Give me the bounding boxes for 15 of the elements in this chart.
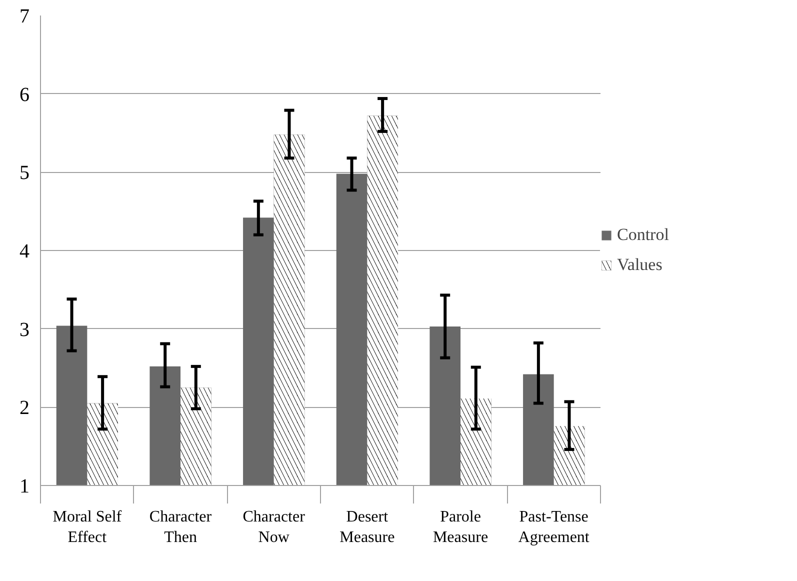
x-tick-label: Character Then [149, 508, 212, 546]
y-tick-label: 1 [20, 476, 30, 498]
x-tick-label: Past-Tense Agreement [518, 508, 590, 546]
legend-label: Control [617, 225, 669, 245]
y-tick-label: 7 [20, 6, 30, 28]
x-tick-label: Parole Measure [432, 508, 488, 546]
x-tick-label: Character Now [242, 508, 306, 546]
y-tick-label: 5 [20, 162, 30, 184]
legend-label: Values [617, 255, 662, 275]
y-tick-label: 3 [20, 318, 30, 341]
y-tick-label: 6 [20, 84, 30, 106]
y-tick-label: 4 [20, 240, 30, 262]
x-tick-label: Desert Measure [340, 508, 395, 546]
x-tick-label: Moral Self Effect [52, 508, 122, 546]
y-tick-label: 2 [20, 397, 30, 420]
